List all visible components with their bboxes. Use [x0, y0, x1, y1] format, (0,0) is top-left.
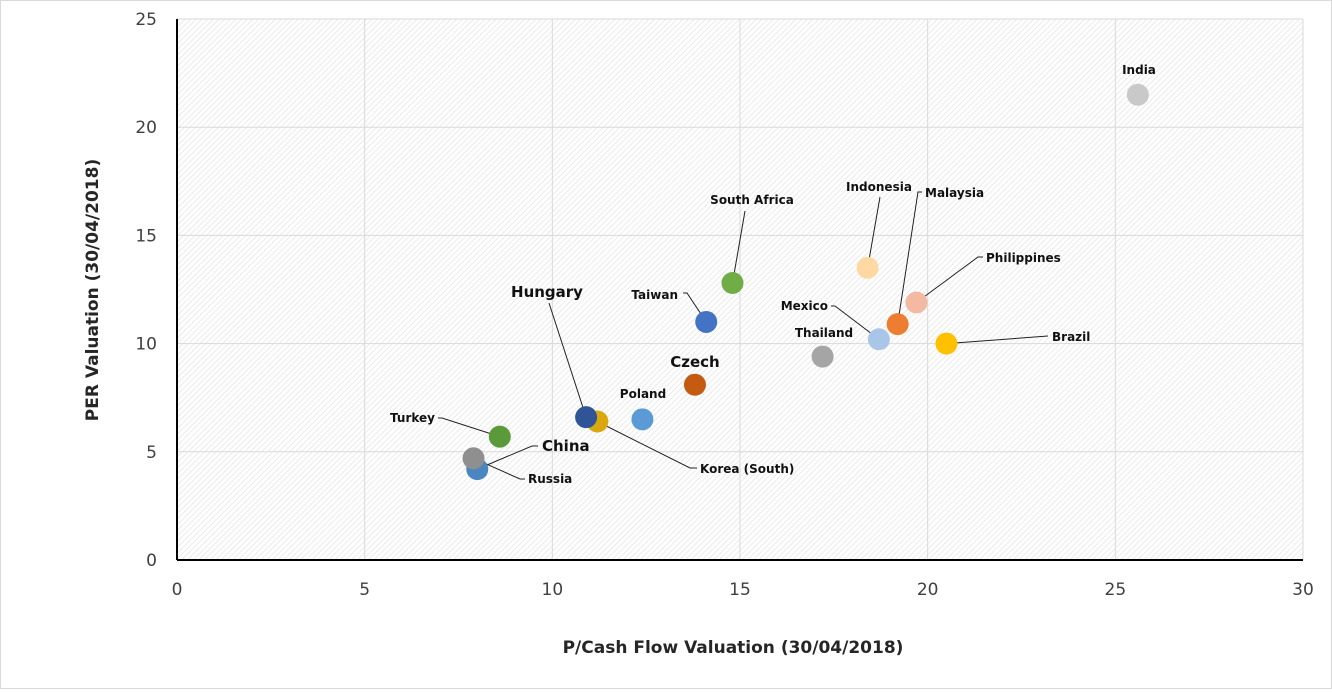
x-tick-label: 20	[917, 580, 939, 600]
data-label: Taiwan	[631, 288, 678, 302]
data-label: Korea (South)	[700, 462, 794, 476]
data-point-russia	[462, 447, 485, 470]
x-tick-label: 10	[542, 580, 564, 600]
x-tick-label: 30	[1292, 580, 1314, 600]
leader-line	[867, 196, 881, 268]
data-label: Indonesia	[846, 180, 912, 194]
data-point-brazil	[935, 332, 958, 355]
data-point-taiwan	[695, 310, 718, 333]
leader-line	[548, 302, 587, 418]
data-labels: India Indonesia Malaysia Philippines Brazil M…	[390, 63, 1156, 486]
data-label: South Africa	[710, 193, 794, 207]
data-point-south-africa	[721, 272, 744, 295]
data-points	[462, 83, 1149, 481]
data-point-philippines	[905, 291, 928, 314]
data-point-czech	[683, 373, 706, 396]
data-label: Turkey	[390, 411, 435, 425]
data-point-mexico	[867, 328, 890, 351]
data-label: Thailand	[795, 326, 853, 340]
data-point-indonesia	[856, 256, 879, 279]
data-point-thailand	[811, 345, 834, 368]
data-point-hungary	[575, 406, 598, 429]
y-tick-label: 15	[135, 226, 157, 246]
data-label: Mexico	[781, 299, 828, 313]
y-tick-label: 25	[135, 10, 157, 30]
axes	[176, 19, 1303, 561]
data-label: Malaysia	[925, 186, 984, 200]
leader-line	[897, 191, 922, 325]
x-tick-label: 0	[172, 580, 183, 600]
data-label: Philippines	[986, 251, 1061, 265]
leader-line	[477, 445, 538, 470]
y-tick-label: 10	[135, 335, 157, 355]
leader-line	[831, 305, 880, 340]
data-label: China	[542, 437, 590, 455]
y-axis-title: PER Valuation (30/04/2018)	[83, 159, 103, 421]
leader-line	[683, 292, 707, 323]
data-label: Poland	[620, 387, 666, 401]
x-tick-label: 15	[729, 580, 751, 600]
leader-line	[732, 210, 746, 284]
data-point-turkey	[488, 425, 511, 448]
x-axis-title: P/Cash Flow Valuation (30/04/2018)	[563, 638, 904, 658]
y-tick-label: 20	[135, 118, 157, 138]
leader-line	[473, 457, 525, 480]
data-point-poland	[631, 408, 654, 431]
leader-line	[438, 417, 500, 438]
data-label: India	[1122, 63, 1156, 77]
y-tick-label: 5	[146, 443, 157, 463]
x-tick-label: 25	[1105, 580, 1127, 600]
data-point-india	[1126, 83, 1149, 106]
data-point-malaysia	[886, 313, 909, 336]
leader-line	[916, 256, 983, 303]
data-label: Czech	[670, 353, 719, 371]
leader-lines	[438, 191, 1049, 480]
x-tick-label: 5	[359, 580, 370, 600]
gridlines	[177, 18, 1304, 560]
data-label: Hungary	[511, 283, 583, 301]
y-tick-label: 0	[146, 551, 157, 571]
leader-line	[946, 335, 1049, 345]
leader-line	[597, 421, 697, 469]
data-label: Brazil	[1052, 330, 1090, 344]
data-label: Russia	[528, 472, 572, 486]
tick-labels: 0 5 10 15 20 25 30 0 5 10 15 20 25	[135, 10, 1313, 600]
